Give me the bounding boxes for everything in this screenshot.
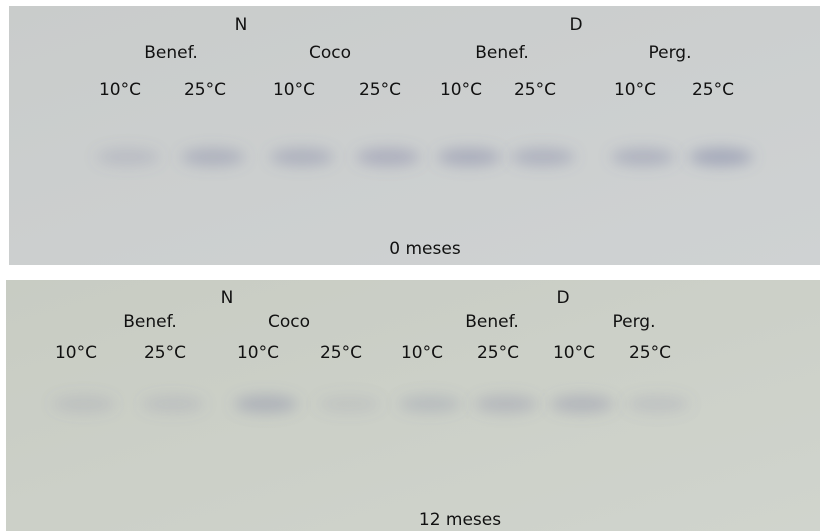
group-label: Perg. [649,43,692,63]
group-label: Benef. [144,43,198,63]
gel-band [437,148,501,166]
gel-band [474,395,538,413]
temperature-label: 25°C [184,80,226,100]
temperature-label: 25°C [477,343,519,363]
figure: N D Benef. Coco Benef. Perg. 10°C 25°C 10°C 25°C 1… [0,0,820,531]
temperature-label: 25°C [359,80,401,100]
treatment-label: N [221,288,234,308]
temperature-label: 25°C [514,80,556,100]
gel-band [611,148,675,166]
gel-band [317,395,381,413]
temperature-label: 25°C [629,343,671,363]
gel-band [234,395,298,413]
temperature-label: 10°C [440,80,482,100]
temperature-label: 10°C [237,343,279,363]
gel-band [181,148,245,166]
temperature-label: 10°C [55,343,97,363]
group-label: Benef. [475,43,529,63]
temperature-label: 10°C [273,80,315,100]
temperature-label: 10°C [99,80,141,100]
group-label: Coco [309,43,351,63]
panel-caption: 12 meses [419,510,501,530]
gel-band [52,395,116,413]
treatment-label: D [569,15,582,35]
gel-band [356,148,420,166]
gel-band [550,395,614,413]
temperature-label: 10°C [401,343,443,363]
temperature-label: 25°C [692,80,734,100]
temperature-label: 25°C [144,343,186,363]
gel-band [96,148,160,166]
group-label: Perg. [613,312,656,332]
gel-band [511,148,575,166]
gel-band [398,395,462,413]
gel-band [141,395,205,413]
gel-band [626,395,690,413]
group-label: Benef. [465,312,519,332]
temperature-label: 10°C [614,80,656,100]
group-label: Benef. [123,312,177,332]
temperature-label: 25°C [320,343,362,363]
gel-panel [9,6,820,265]
treatment-label: D [556,288,569,308]
gel-band [270,148,334,166]
gel-band [689,148,753,166]
panel-caption: 0 meses [389,239,461,259]
temperature-label: 10°C [553,343,595,363]
treatment-label: N [235,15,248,35]
group-label: Coco [268,312,310,332]
